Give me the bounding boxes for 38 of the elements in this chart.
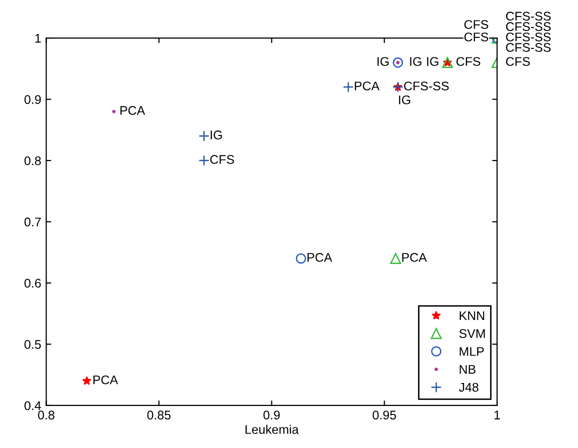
x-tick-label: 0.85	[147, 410, 171, 420]
x-tick-label: 0.8	[38, 410, 54, 420]
legend-label: SVM	[459, 329, 485, 338]
legend-label: J48	[458, 382, 478, 392]
annotation: CFS-SS	[404, 82, 449, 90]
annotation: IG	[399, 95, 410, 104]
annotation: CFS-SS	[506, 12, 551, 21]
x-tick-label: 1	[494, 410, 500, 420]
annotation: CFS	[456, 57, 480, 66]
annotation: CFS	[506, 57, 530, 66]
annotation: CFS	[464, 32, 488, 42]
x-tick-label: 0.9	[263, 410, 280, 420]
annotation: CFS-SS	[506, 43, 551, 52]
annotation: PCA	[93, 375, 118, 384]
annotation: PCA	[308, 253, 332, 262]
annotation: PCA	[120, 106, 146, 115]
annotation: IG	[427, 57, 438, 66]
legend-label: MLP	[460, 347, 484, 356]
annotation: PCA	[354, 82, 380, 90]
annotation: CFS	[464, 20, 488, 29]
annotation: CFS-SS	[506, 22, 551, 32]
annotation: IG	[378, 57, 389, 66]
legend-label: NB	[460, 365, 476, 374]
y-tick-label: 0.8	[24, 156, 41, 166]
y-tick-label: 0.5	[24, 340, 41, 349]
x-tick-label: 0.95	[372, 410, 396, 420]
annotation: IG	[210, 130, 222, 140]
x-axis-title: Leukemia	[246, 424, 299, 434]
annotation: PCA	[402, 253, 427, 262]
y-tick-label: 0.4	[24, 401, 42, 410]
y-tick-label: 0.7	[24, 218, 41, 226]
y-tick-label: 0.6	[24, 278, 41, 288]
annotation: CFS-SS	[506, 32, 551, 42]
annotation: IG	[410, 57, 422, 66]
legend-label: KNN	[460, 311, 484, 320]
y-tick-label: 1	[35, 34, 41, 43]
annotation: CFS	[210, 155, 234, 164]
y-tick-label: 0.9	[24, 95, 41, 104]
